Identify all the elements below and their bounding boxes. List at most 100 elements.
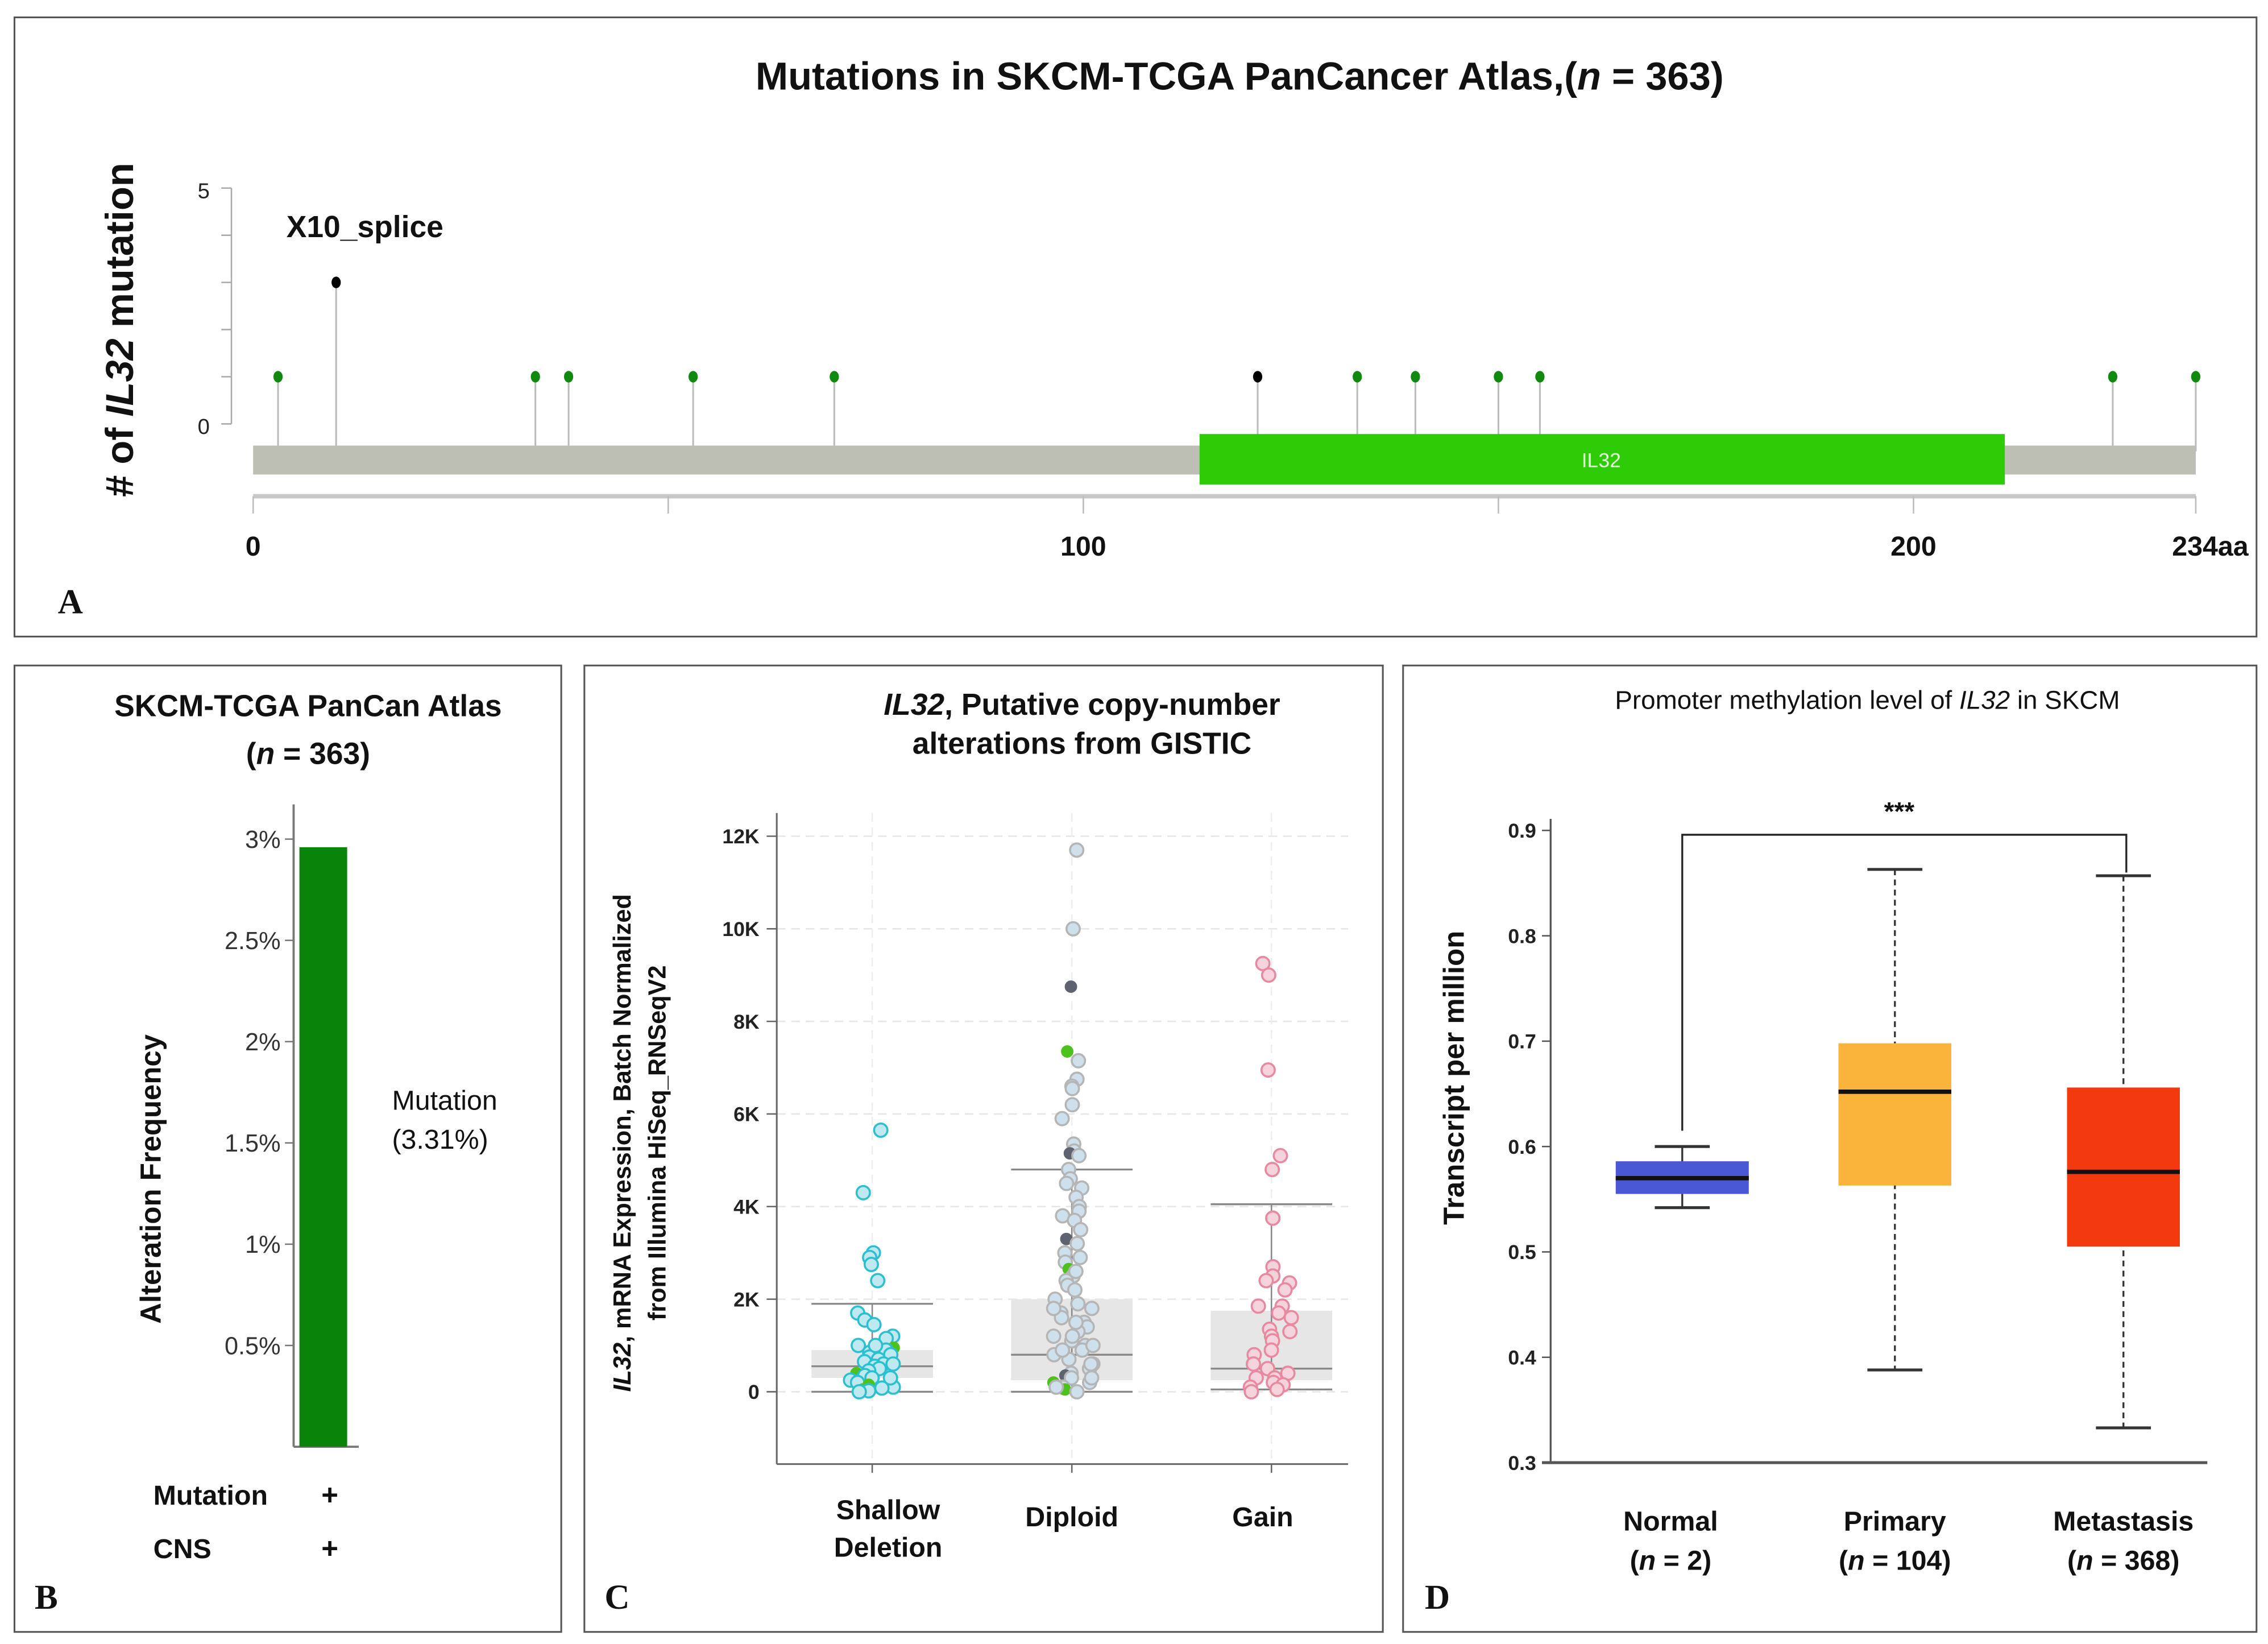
row-mark-mutation: + <box>321 1479 338 1511</box>
significance-label: *** <box>1884 797 1915 826</box>
x-tick-label: 200 <box>1890 531 1937 562</box>
data-point <box>873 1122 889 1138</box>
il32-domain <box>1199 434 2005 485</box>
data-point <box>866 1316 882 1332</box>
data-point <box>1064 1097 1080 1113</box>
data-point <box>1283 1310 1299 1326</box>
data-point <box>1064 1328 1080 1344</box>
data-point <box>1054 1111 1070 1127</box>
data-point <box>882 1370 898 1386</box>
row-mark-cns: + <box>321 1532 338 1564</box>
x-label-deletion: Deletion <box>834 1532 943 1563</box>
data-point <box>1068 1264 1084 1279</box>
x-label-diploid: Diploid <box>1025 1502 1118 1533</box>
panel-c-ylabel-line1: IL32, mRNA Expression, Batch Normalized <box>609 894 636 1392</box>
row-label-cns: CNS <box>154 1534 212 1564</box>
y-tick-label: 5 <box>198 179 210 204</box>
panel-b-subtitle: (n = 363) <box>246 737 370 771</box>
y-tick-label: 10K <box>722 918 760 941</box>
lollipop-head <box>2108 371 2118 383</box>
data-point <box>1260 1062 1276 1078</box>
data-point <box>1071 1053 1087 1069</box>
lollipop-head <box>530 371 540 383</box>
y-tick-label: 1% <box>245 1231 281 1258</box>
data-point <box>1263 1342 1279 1358</box>
y-tick-label: 2% <box>245 1029 281 1056</box>
lollipop-head <box>1353 371 1362 383</box>
data-point <box>1064 1370 1079 1386</box>
data-point <box>1069 1236 1085 1252</box>
y-tick-label: 0.8 <box>1508 925 1536 947</box>
y-tick-label: 8K <box>733 1011 760 1033</box>
x-label-group: Normal <box>1623 1506 1718 1537</box>
data-point <box>855 1185 871 1200</box>
y-tick-label: 0.6 <box>1508 1136 1536 1158</box>
data-point <box>1085 1337 1101 1353</box>
data-point <box>851 1384 867 1399</box>
data-point <box>1064 1080 1080 1096</box>
y-tick-label: 2.5% <box>225 927 281 955</box>
x-tick-label: 234aa <box>2172 531 2249 562</box>
x-label-shallow: Shallow <box>836 1494 940 1525</box>
panel-b: SKCM-TCGA PanCan Atlas (n = 363) Alterat… <box>35 689 502 1617</box>
panel-c-subtitle: alterations from GISTIC <box>913 727 1251 760</box>
data-point <box>1048 1379 1064 1395</box>
data-point <box>1068 1314 1084 1330</box>
panel-a-ylabel: # of IL32 mutation <box>98 163 142 497</box>
panel-c: IL32, Putative copy-number alterations f… <box>604 688 1349 1617</box>
data-point <box>1069 842 1085 858</box>
data-point <box>1055 1342 1071 1358</box>
data-point <box>1084 1370 1100 1386</box>
data-point <box>868 1337 884 1353</box>
x10-splice-annotation: X10_splice <box>287 210 443 244</box>
x-label-group: Primary <box>1844 1506 1946 1537</box>
data-point <box>1046 1328 1062 1344</box>
y-tick-label: 0.4 <box>1508 1347 1536 1369</box>
data-point <box>851 1337 866 1353</box>
lollipop-head <box>1535 371 1545 383</box>
panel-a-frame <box>13 16 2258 637</box>
panel-letter-c: C <box>604 1579 629 1617</box>
data-point <box>1067 1282 1083 1298</box>
lollipop-head <box>2191 371 2201 383</box>
data-point <box>1277 1282 1293 1298</box>
lollipop-head <box>830 371 839 383</box>
data-point <box>1083 1356 1099 1372</box>
data-point <box>1261 967 1276 983</box>
x-label-group: Metastasis <box>2053 1506 2194 1537</box>
data-point <box>1250 1298 1266 1314</box>
panel-d-title: Promoter methylation level of IL32 in SK… <box>1615 686 2120 715</box>
data-point <box>1046 1301 1062 1316</box>
panel-letter-b: B <box>35 1579 58 1617</box>
lollipop-head <box>563 371 574 383</box>
data-point <box>1264 1162 1280 1178</box>
y-tick-label: 1.5% <box>225 1130 281 1157</box>
bar-label-mutation: Mutation <box>392 1085 497 1116</box>
data-point <box>1265 1210 1281 1226</box>
panel-d: Promoter methylation level of IL32 in SK… <box>1425 686 2208 1617</box>
x-label-n: (n = 2) <box>1630 1545 1712 1576</box>
y-tick-label: 0.9 <box>1508 819 1536 842</box>
data-point <box>1071 1148 1087 1163</box>
lollipop-head <box>688 371 698 383</box>
mutation-bar <box>299 847 347 1447</box>
lollipop-head <box>331 276 341 288</box>
data-point <box>870 1273 886 1289</box>
data-point <box>1072 1249 1088 1265</box>
data-point <box>1059 1175 1075 1191</box>
x-label-gain: Gain <box>1232 1502 1293 1533</box>
data-point <box>1269 1381 1285 1397</box>
x-label-n: (n = 368) <box>2067 1545 2179 1576</box>
data-point <box>1246 1356 1262 1372</box>
lollipop-head <box>1253 371 1263 383</box>
panel-d-ylabel: Transcript per million <box>1438 931 1470 1225</box>
panel-b-frame <box>13 664 562 1633</box>
data-point <box>1084 1301 1100 1316</box>
x-tick-label: 100 <box>1060 531 1106 562</box>
y-tick-label: 0 <box>198 415 210 439</box>
box-iqr <box>1838 1043 1951 1186</box>
lollipop-head <box>1494 371 1503 383</box>
data-point <box>1272 1148 1288 1163</box>
bar-label-percent: (3.31%) <box>392 1124 488 1155</box>
